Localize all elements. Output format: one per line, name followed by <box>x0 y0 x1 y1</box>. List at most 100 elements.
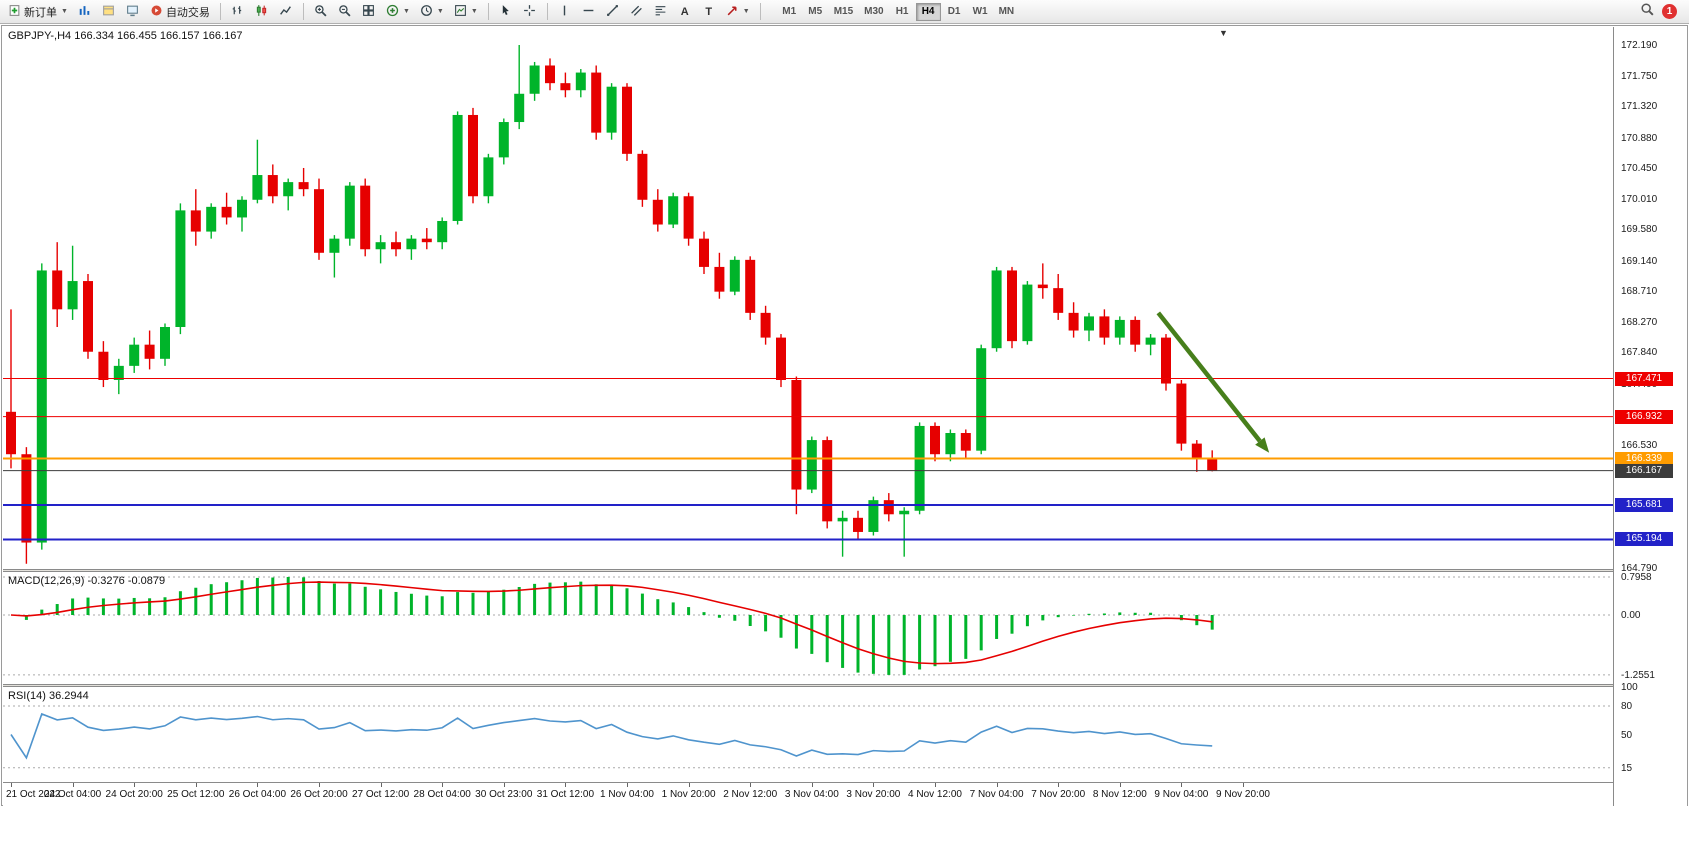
terminal-button[interactable] <box>122 2 144 22</box>
rsi-chart-svg <box>3 705 1613 769</box>
arrows-tool-button[interactable]: ▼ <box>722 2 754 22</box>
candle-body <box>6 411 16 455</box>
candle-body <box>314 189 324 253</box>
zoom-out-button[interactable] <box>334 2 356 22</box>
notification-badge[interactable]: 1 <box>1662 4 1677 19</box>
price-tag-166-339: 166.339 <box>1615 451 1673 466</box>
autotrading-button[interactable]: 自动交易 <box>146 2 214 22</box>
candle-body <box>483 157 494 197</box>
time-axis[interactable]: 21 Oct 2022 24 Oct 04:00 24 Oct 20:00 25 Oc… <box>3 782 1613 806</box>
candle-body <box>298 182 309 190</box>
trendline-button[interactable] <box>602 2 624 22</box>
candle-body <box>1130 319 1141 345</box>
navigator-button[interactable] <box>98 2 120 22</box>
toolbar-separator <box>487 3 489 20</box>
rsi-axis-label: 50 <box>1621 729 1633 741</box>
rsi-line <box>10 712 1213 760</box>
chevron-down-icon: ▼ <box>61 8 68 15</box>
rsi-axis-label: 80 <box>1621 701 1633 712</box>
candle-body <box>914 425 925 511</box>
time-axis-tick <box>627 783 628 787</box>
trend-arrow-head[interactable] <box>1255 437 1270 453</box>
price-axis-label: 164.790 <box>1621 563 1658 574</box>
price-axis[interactable]: 172.190 171.750 171.320 170.880 170.450 170.0… <box>1613 27 1687 806</box>
new-order-button[interactable]: 新订单 ▼ <box>4 2 72 22</box>
time-axis-label: 30 Oct 23:00 <box>475 789 533 800</box>
price-pane[interactable]: GBPJPY-,H4 166.334 166.455 166.157 166.1… <box>3 27 1613 569</box>
time-axis-tick <box>935 783 936 787</box>
templates-button[interactable]: ▼ <box>450 2 482 22</box>
pane-splitter[interactable] <box>3 684 1613 687</box>
candle-body <box>113 365 124 381</box>
candle-body <box>375 242 386 250</box>
candle-body <box>1145 337 1156 345</box>
pane-splitter[interactable] <box>3 569 1613 572</box>
channel-button[interactable] <box>626 2 648 22</box>
price-axis-label: 169.580 <box>1621 224 1658 236</box>
candle-body <box>67 281 78 310</box>
price-axis-label: 168.710 <box>1621 285 1658 297</box>
trend-arrow-line[interactable] <box>1156 311 1262 443</box>
horizontal-line-button[interactable] <box>578 2 600 22</box>
timeframe-button-m15[interactable]: M15 <box>829 3 858 21</box>
price-axis-label: 167.840 <box>1621 347 1658 359</box>
indicators-button[interactable]: ▼ <box>382 2 414 22</box>
time-axis-label: 3 Nov 04:00 <box>784 789 839 800</box>
candle-body <box>1037 284 1048 289</box>
fibonacci-button[interactable] <box>650 2 672 22</box>
crosshair-button[interactable] <box>519 2 541 22</box>
candle-body <box>437 220 448 243</box>
candle-body <box>21 454 32 543</box>
candle-body <box>360 185 371 250</box>
candle-body <box>729 259 740 292</box>
candle-body <box>622 86 632 154</box>
market-watch-button[interactable] <box>74 2 96 22</box>
timeframe-button-m30[interactable]: M30 <box>859 3 888 21</box>
indicators-icon <box>386 4 399 20</box>
candle-body <box>221 206 232 218</box>
periods-button[interactable]: ▼ <box>416 2 448 22</box>
line-chart-icon <box>279 4 292 20</box>
candle-body <box>190 210 201 232</box>
candle-body <box>883 500 894 515</box>
line-chart-button[interactable] <box>275 2 297 22</box>
macd-pane[interactable]: MACD(12,26,9) -0.3276 -0.0879 <box>3 572 1613 684</box>
timeframe-button-h1[interactable]: H1 <box>890 3 915 21</box>
candle-body <box>683 196 694 239</box>
timeframe-button-m5[interactable]: M5 <box>803 3 828 21</box>
time-axis-tick <box>873 783 875 787</box>
tile-windows-button[interactable] <box>358 2 380 22</box>
rsi-pane[interactable]: RSI(14) 36.2944 <box>3 687 1613 782</box>
timeframe-button-d1[interactable]: D1 <box>942 3 967 21</box>
candle-body <box>129 344 140 366</box>
time-axis-tick <box>1058 783 1060 787</box>
zoom-in-button[interactable] <box>310 2 332 22</box>
chart-window: GBPJPY-,H4 166.334 166.455 166.157 166.1… <box>1 25 1688 806</box>
new-order-icon <box>8 4 21 20</box>
time-axis-tick <box>380 783 382 787</box>
timeframe-button-w1[interactable]: W1 <box>968 3 993 21</box>
candle-body <box>745 259 756 313</box>
text-tool-button[interactable]: A <box>674 2 696 22</box>
vertical-line-button[interactable] <box>554 2 576 22</box>
bar-chart-button[interactable] <box>227 2 249 22</box>
candle-body <box>83 281 93 352</box>
label-tool-button[interactable]: T <box>698 2 720 22</box>
cursor-button[interactable] <box>495 2 517 22</box>
candlestick-chart-button[interactable] <box>251 2 273 22</box>
timeframe-button-mn[interactable]: MN <box>994 3 1020 21</box>
timeframe-button-h4[interactable]: H4 <box>915 2 941 21</box>
channel-icon <box>630 4 643 20</box>
chart-shift-marker[interactable]: ▼ <box>1219 28 1228 38</box>
chevron-down-icon: ▼ <box>436 8 444 15</box>
time-axis-label: 8 Nov 12:00 <box>1092 789 1147 800</box>
time-axis-tick <box>1243 783 1244 787</box>
macd-chart-svg <box>3 576 1613 676</box>
search-icon[interactable] <box>1640 2 1654 21</box>
timeframe-button-m1[interactable]: M1 <box>777 3 802 21</box>
chart-title: GBPJPY-,H4 166.334 166.455 166.157 166.1… <box>8 30 243 42</box>
time-axis-label: 31 Oct 12:00 <box>536 789 595 800</box>
candle-body <box>52 270 63 310</box>
time-axis-tick <box>1119 783 1121 787</box>
toolbar-separator <box>546 3 548 20</box>
